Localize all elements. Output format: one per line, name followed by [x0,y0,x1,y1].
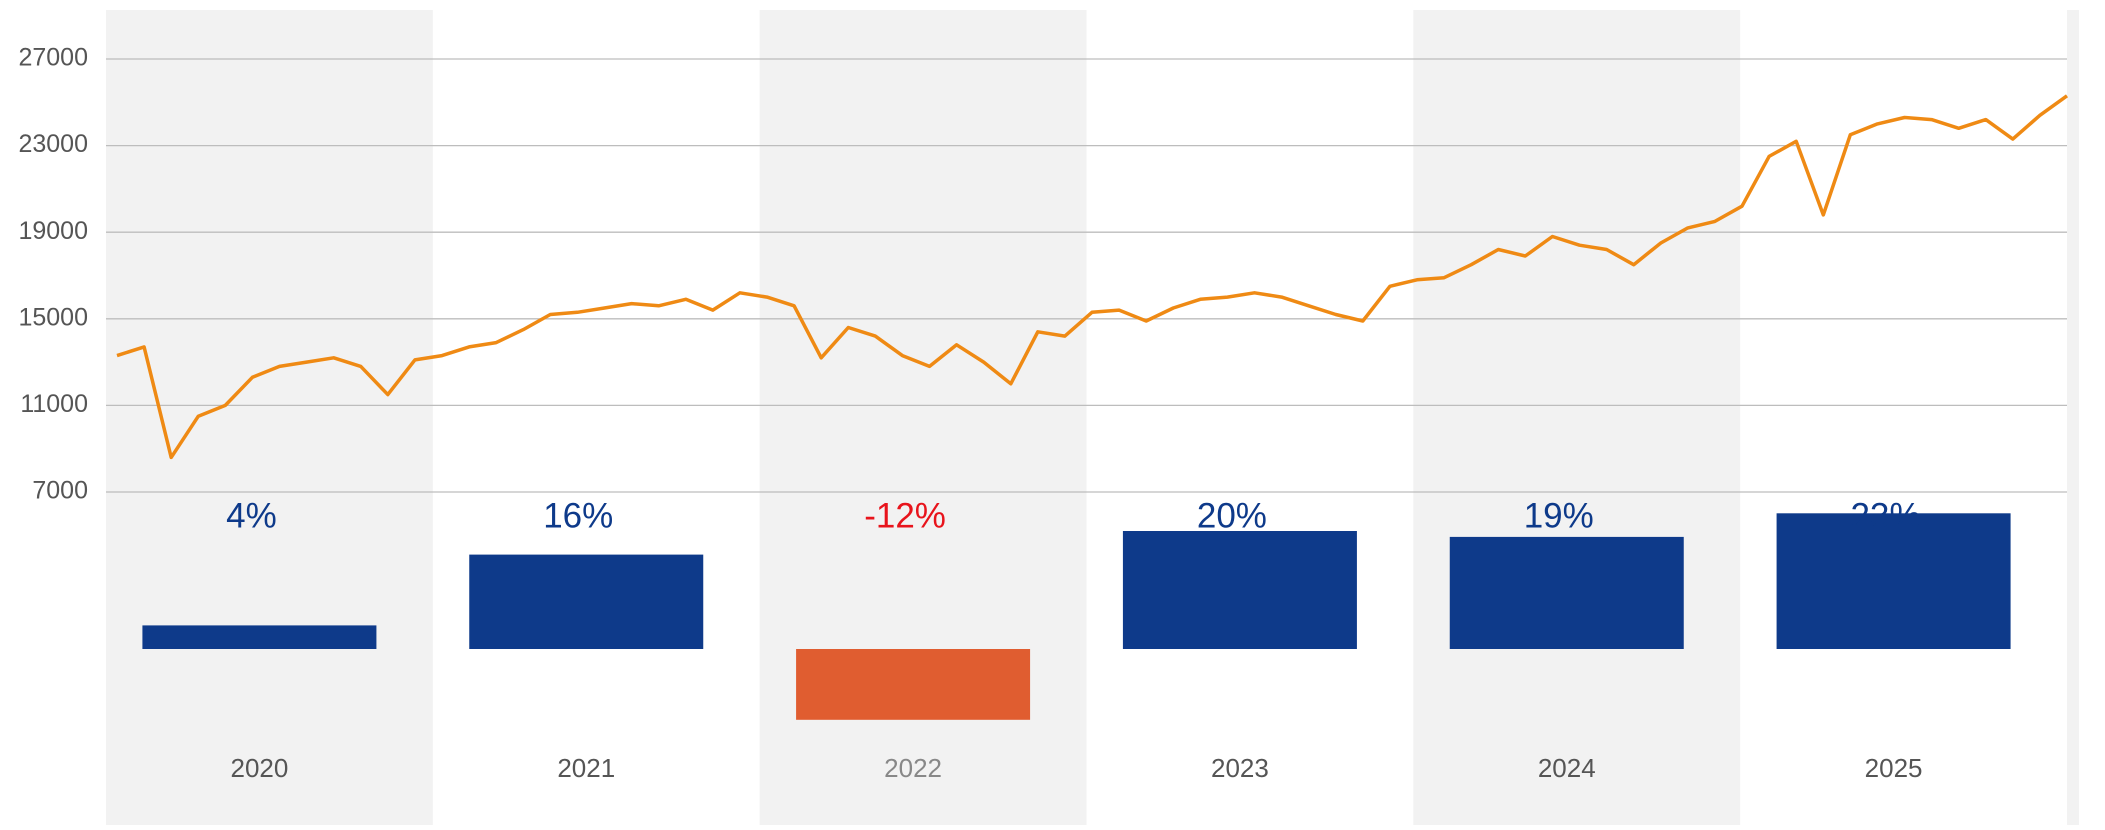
value-label: 20% [1197,496,1267,535]
bar [1449,536,1684,649]
value-label: 16% [543,496,613,535]
x-tick-label: 2024 [1538,753,1596,783]
y-tick-label: 23000 [18,130,88,158]
year-band [2067,10,2079,825]
y-tick-label: 11000 [20,390,88,418]
year-band [1413,10,1741,825]
bar [1122,531,1357,649]
value-label: -12% [864,496,946,535]
y-tick-label: 15000 [18,303,88,331]
bar [469,554,704,649]
x-tick-label: 2021 [557,753,615,783]
value-label: 19% [1524,496,1594,535]
y-tick-label: 27000 [18,44,88,72]
year-band [106,10,433,825]
value-label: 4% [226,496,277,535]
bar [142,625,377,649]
x-tick-label: 2022 [884,753,942,783]
price-line [116,94,2069,460]
x-tick-label: 2023 [1211,753,1269,783]
value-label: 23% [1851,496,1921,535]
y-tick-label: 7000 [32,477,88,505]
x-tick-label: 2025 [1865,753,1923,783]
bar [796,649,1031,720]
x-tick-label: 2020 [230,753,288,783]
bar [1776,513,2011,649]
y-tick-label: 19000 [18,217,88,245]
